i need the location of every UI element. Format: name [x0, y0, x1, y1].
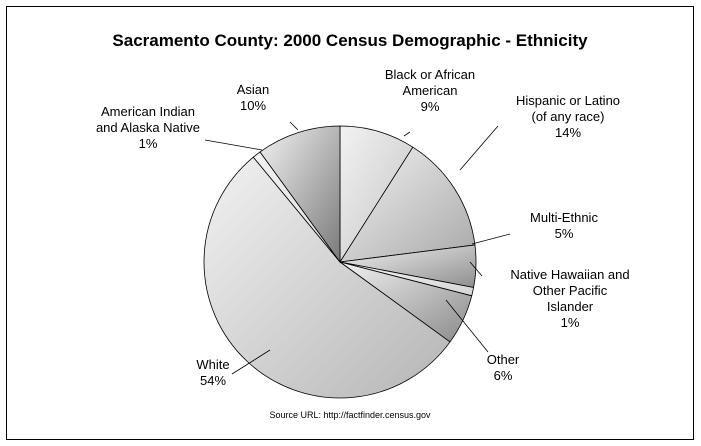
slice-percent: 10% [240, 98, 266, 113]
leader-line-multi [471, 233, 511, 245]
slice-percent: 54% [200, 373, 226, 388]
chart-title: Sacramento County: 2000 Census Demograph… [112, 31, 588, 50]
leader-line-pacific [469, 261, 483, 277]
slice-name: Native Hawaiian and [510, 267, 629, 282]
slice-label-white: White 54% [196, 357, 229, 388]
leader-line-hispanic [459, 125, 499, 171]
pie-slice-hispanic [339, 146, 476, 263]
source-note: Source URL: http://factfinder.census.gov [269, 410, 431, 420]
slice-percent: 14% [555, 125, 581, 140]
pie-slice-asian [259, 125, 341, 264]
pie-slices [203, 125, 477, 399]
slice-name: Black or African [385, 67, 475, 82]
slice-labels: Black or African American 9% Hispanic or La… [96, 67, 630, 388]
slice-label-pacific: Native Hawaiian and Other Pacific Islander… [510, 267, 629, 330]
slice-percent: 6% [494, 368, 513, 383]
pie-slice-white [203, 156, 451, 399]
slice-name: Islander [547, 299, 594, 314]
slice-name: and Alaska Native [96, 120, 200, 135]
leader-line-amind [204, 139, 263, 151]
slice-name: Asian [237, 82, 270, 97]
label-leaders [204, 121, 511, 375]
slice-percent: 1% [139, 136, 158, 151]
leader-line-other [445, 299, 489, 353]
slice-percent: 5% [555, 226, 574, 241]
leader-line-asian [289, 121, 299, 131]
slice-name: Hispanic or Latino [516, 93, 620, 108]
slice-percent: 1% [561, 315, 580, 330]
slice-label-amind: American Indian and Alaska Native 1% [96, 104, 200, 151]
leader-line-black [403, 131, 411, 137]
slice-label-asian: Asian 10% [237, 82, 270, 113]
slice-percent: 9% [421, 99, 440, 114]
slice-label-other: Other 6% [487, 352, 520, 383]
slice-name: Other [487, 352, 520, 367]
leader-line-white [231, 349, 271, 375]
slice-name: White [196, 357, 229, 372]
slice-label-hispanic: Hispanic or Latino (of any race) 14% [516, 93, 620, 140]
slice-name: American Indian [101, 104, 195, 119]
slice-name: (of any race) [532, 109, 605, 124]
slice-name: American [403, 83, 458, 98]
slice-name: Multi-Ethnic [530, 210, 598, 225]
slice-name: Other Pacific [533, 283, 608, 298]
slice-label-black: Black or African American 9% [385, 67, 475, 114]
slice-label-multi: Multi-Ethnic 5% [530, 210, 598, 241]
